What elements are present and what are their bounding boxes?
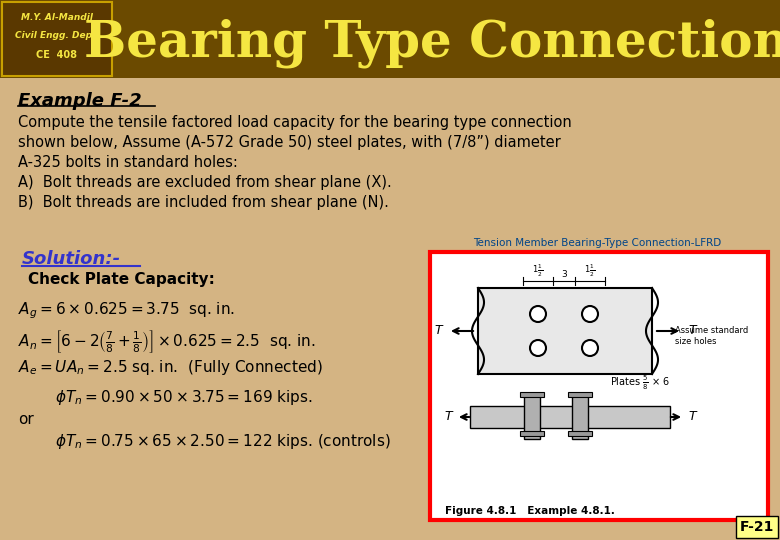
Text: shown below, Assume (A-572 Grade 50) steel plates, with (7/8”) diameter: shown below, Assume (A-572 Grade 50) ste…	[18, 135, 561, 150]
Bar	[524, 394, 540, 439]
Text: CE  408: CE 408	[37, 50, 77, 60]
Text: T: T	[444, 410, 452, 423]
Text: A-325 bolts in standard holes:: A-325 bolts in standard holes:	[18, 155, 238, 170]
Text: Tension Member Bearing-Type Connection-LFRD: Tension Member Bearing-Type Connection-L…	[473, 238, 722, 248]
Text: B)  Bolt threads are included from shear plane (N).: B) Bolt threads are included from shear …	[18, 195, 389, 210]
Text: or: or	[18, 412, 34, 427]
Text: A)  Bolt threads are excluded from shear plane (X).: A) Bolt threads are excluded from shear …	[18, 175, 392, 190]
Text: $A_g = 6 \times 0.625 = 3.75$  sq. in.: $A_g = 6 \times 0.625 = 3.75$ sq. in.	[18, 300, 235, 321]
Text: T: T	[688, 325, 696, 338]
Bar	[0, 0, 780, 78]
Bar	[568, 431, 592, 436]
Circle shape	[582, 340, 598, 356]
Text: Figure 4.8.1   Example 4.8.1.: Figure 4.8.1 Example 4.8.1.	[445, 506, 615, 516]
Text: Check Plate Capacity:: Check Plate Capacity:	[28, 272, 214, 287]
Text: Plates $\frac{5}{8}$ $\times$ 6: Plates $\frac{5}{8}$ $\times$ 6	[610, 374, 670, 392]
Text: $A_e = U A_n = 2.5$ sq. in.  (Fully Connected): $A_e = U A_n = 2.5$ sq. in. (Fully Conne…	[18, 358, 323, 377]
Text: $1\frac{1}{2}$: $1\frac{1}{2}$	[584, 262, 595, 279]
Bar	[736, 516, 778, 538]
Circle shape	[582, 306, 598, 322]
Bar	[478, 288, 652, 374]
Text: $\phi T_n = 0.90 \times 50 \times 3.75 = 169$ kips.: $\phi T_n = 0.90 \times 50 \times 3.75 =…	[55, 388, 313, 407]
Text: Assume standard
size holes: Assume standard size holes	[675, 326, 748, 346]
Text: Compute the tensile factored load capacity for the bearing type connection: Compute the tensile factored load capaci…	[18, 115, 572, 130]
Text: $\phi T_n = 0.75 \times 65 \times 2.50 = 122$ kips. (controls): $\phi T_n = 0.75 \times 65 \times 2.50 =…	[55, 432, 391, 451]
Text: Bearing Type Connections: Bearing Type Connections	[83, 18, 780, 68]
Circle shape	[530, 306, 546, 322]
Bar	[520, 431, 544, 436]
Bar	[470, 406, 670, 428]
Circle shape	[530, 340, 546, 356]
Bar	[572, 394, 588, 439]
Bar	[2, 2, 112, 76]
Bar	[520, 392, 544, 397]
Text: 3: 3	[561, 270, 567, 279]
Text: Civil Engg. Dept.: Civil Engg. Dept.	[15, 30, 99, 39]
Text: $1\frac{1}{2}$: $1\frac{1}{2}$	[533, 262, 544, 279]
Text: F-21: F-21	[739, 520, 775, 534]
Bar	[568, 392, 592, 397]
Bar	[430, 252, 768, 520]
Text: T: T	[688, 410, 696, 423]
Text: Example F-2: Example F-2	[18, 92, 142, 110]
Text: T: T	[434, 325, 441, 338]
Text: $A_n = \left[6 - 2\left(\frac{7}{8} + \frac{1}{8}\right)\right] \times 0.625 = 2: $A_n = \left[6 - 2\left(\frac{7}{8} + \f…	[18, 328, 316, 355]
Text: Solution:-: Solution:-	[22, 250, 121, 268]
Text: M.Y. Al-Mandil: M.Y. Al-Mandil	[21, 14, 93, 23]
